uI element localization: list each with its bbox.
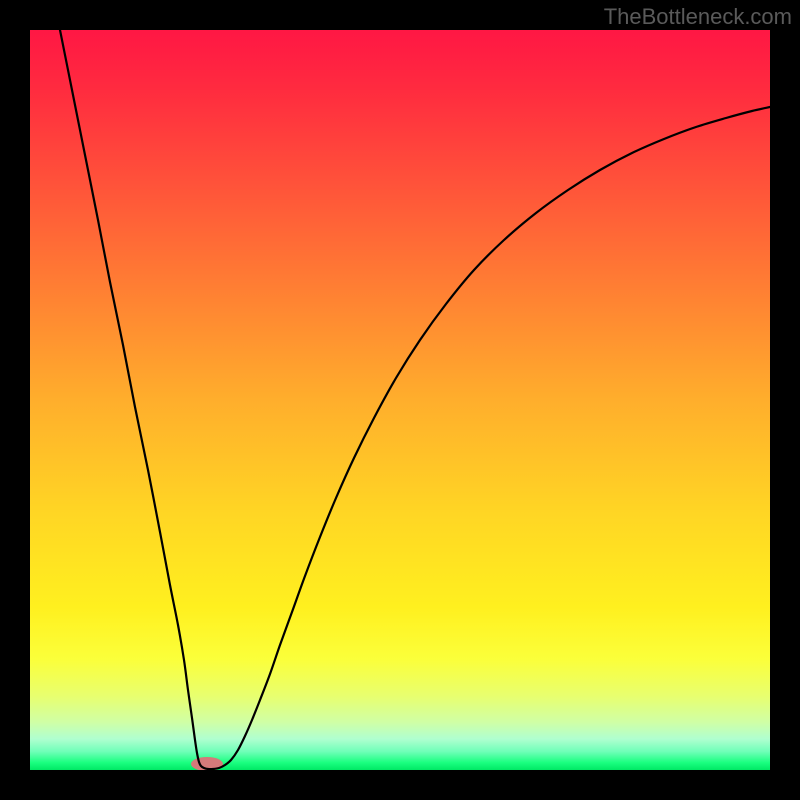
chart-container: TheBottleneck.com — [0, 0, 800, 800]
bottleneck-chart-svg — [0, 0, 800, 800]
watermark-text: TheBottleneck.com — [604, 4, 792, 30]
